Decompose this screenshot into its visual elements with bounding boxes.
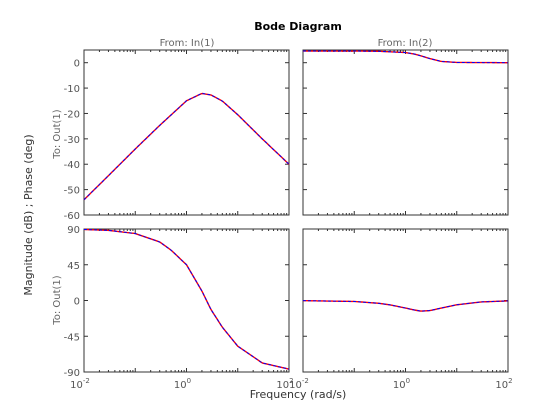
- y-tick-label: 0: [74, 59, 80, 70]
- response-line-blue-magnitude-in1: [83, 93, 290, 201]
- panel-magnitude-in1: [83, 49, 290, 216]
- column-label-in1: From: In(1): [160, 38, 215, 49]
- ticks-phase-in2: 10-2 100 102: [289, 228, 513, 391]
- y-tick-label: -90: [64, 368, 80, 379]
- axes-frame: [83, 49, 290, 216]
- y-tick-label: -10: [64, 84, 80, 95]
- axes-frame: [302, 49, 509, 216]
- y-tick-label: 45: [67, 261, 80, 272]
- y-tick-label: 90: [67, 225, 80, 236]
- response-line-red-magnitude-in1: [83, 92, 290, 201]
- panel-phase-in1: [83, 228, 290, 373]
- response-line-red-phase-in1: [83, 228, 290, 370]
- panel-magnitude-in2: [302, 49, 509, 216]
- y-tick-label: -30: [64, 135, 80, 146]
- response-line-blue-phase-in1: [83, 228, 290, 370]
- y-tick-label: -20: [64, 109, 80, 120]
- y-tick-label: -50: [64, 186, 80, 197]
- y-tick-label: -60: [64, 211, 80, 222]
- response-line-blue-magnitude-in2: [303, 50, 508, 64]
- ticks-magnitude-in2: [302, 50, 509, 216]
- y-tick-label: -45: [64, 332, 80, 343]
- y-tick-label: 0: [74, 297, 80, 308]
- chart-title: Bode Diagram: [254, 20, 342, 33]
- row-label-magnitude: To: Out(1): [52, 109, 63, 159]
- x-tick-label: 100: [174, 377, 191, 391]
- x-tick-label: 100: [393, 377, 410, 391]
- column-label-in2: From: In(2): [378, 38, 433, 49]
- x-axis-label: Frequency (rad/s): [250, 388, 347, 401]
- y-tick-label: -40: [64, 160, 80, 171]
- x-tick-label: 10-2: [70, 377, 90, 391]
- y-axis-label: Magnitude (dB) ; Phase (deg): [22, 134, 35, 295]
- row-label-phase: To: Out(1): [52, 275, 63, 325]
- ticks-magnitude-in1: -60 -50 -40 -30 -20 -10 0: [64, 50, 290, 222]
- axes-frame: [83, 228, 290, 373]
- x-tick-label: 102: [495, 377, 512, 391]
- response-line-blue-phase-in2: [302, 300, 509, 312]
